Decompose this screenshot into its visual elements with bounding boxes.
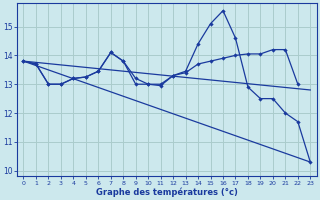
- X-axis label: Graphe des températures (°c): Graphe des températures (°c): [96, 187, 238, 197]
